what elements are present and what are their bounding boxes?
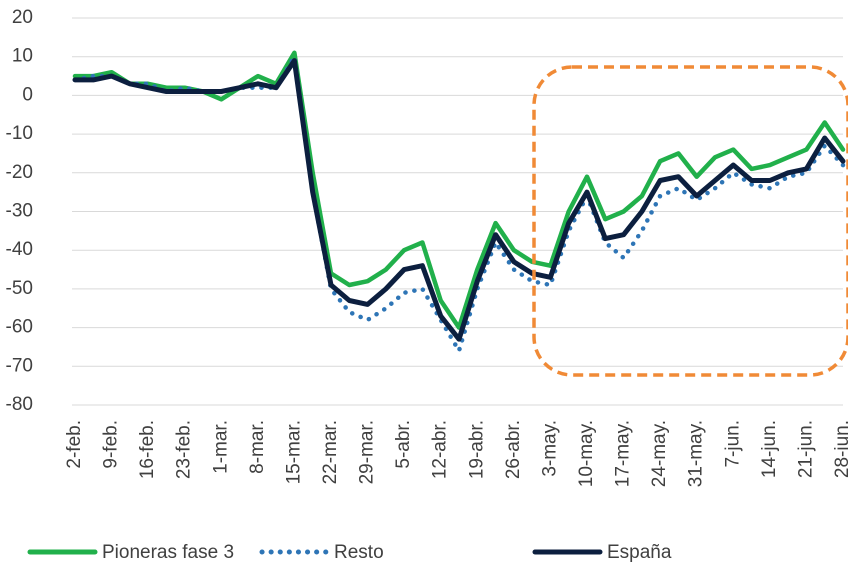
legend-label: Pioneras fase 3 [102,542,234,563]
series-line [72,54,846,354]
plot: -80 -70 -60 -50 -40 -30 -20 -10 0 10 20 2-feb. 9-feb… [6,7,848,563]
x-tick-label: 19-abr. [466,420,487,479]
x-tick-label: 22-mar. [320,420,341,484]
x-tick-label: 23-feb. [174,420,195,479]
series-line [72,50,846,330]
x-tick-label: 29-mar. [357,420,378,484]
x-tick-label: 14-jun. [759,420,780,478]
x-tick-label: 1-mar. [210,420,231,474]
legend-label: Resto [334,542,384,563]
x-tick-label: 9-feb. [101,420,122,469]
x-tick-label: 17-may. [613,420,634,487]
y-tick-label: 0 [22,84,33,105]
y-tick-label: -10 [6,123,33,144]
highlight-box [532,65,848,377]
y-tick-label: -80 [6,394,33,415]
series-line [72,58,846,342]
y-tick-label: -70 [6,355,33,376]
x-tick-label: 7-jun. [722,420,743,468]
y-tick-label: 10 [12,46,33,67]
x-tick-label: 5-abr. [393,420,414,469]
x-tick-label: 2-feb. [64,420,85,469]
x-tick-label: 10-may. [576,420,597,487]
x-tick-label: 15-mar. [283,420,304,484]
x-tick-label: 26-abr. [503,420,524,479]
x-tick-label: 28-jun. [832,420,848,478]
x-tick-label: 21-jun. [795,420,816,478]
y-tick-label: -60 [6,317,33,338]
x-tick-label: 3-may. [539,420,560,477]
x-tick-label: 12-abr. [430,420,451,479]
y-tick-label: -20 [6,162,33,183]
x-tick-label: 16-feb. [137,420,158,479]
x-tick-label: 8-mar. [247,420,268,474]
y-tick-label: -50 [6,278,33,299]
legend-label: España [607,542,672,563]
x-tick-label: 24-may. [649,420,670,487]
x-tick-label: 31-may. [686,420,707,487]
y-tick-label: -30 [6,201,33,222]
y-tick-label: -40 [6,239,33,260]
y-tick-label: 20 [12,7,33,28]
